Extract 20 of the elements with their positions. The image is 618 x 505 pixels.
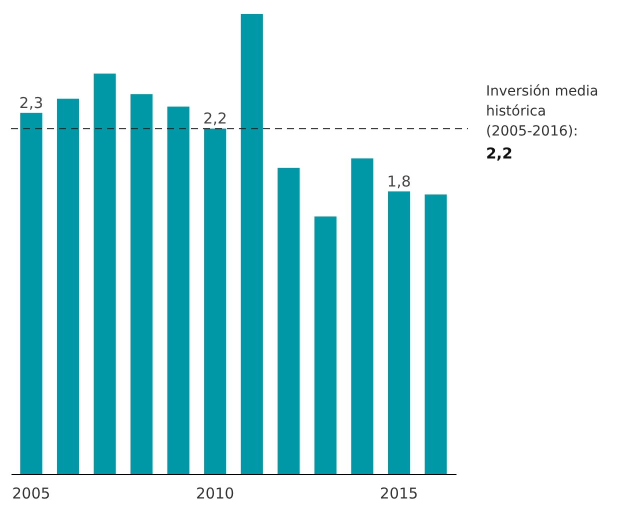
bar xyxy=(388,191,410,474)
bar xyxy=(424,194,447,474)
data-label: 2,2 xyxy=(203,110,228,128)
bar xyxy=(130,94,153,474)
ref-line-label: Inversión media histórica (2005-2016): xyxy=(486,84,598,140)
bar xyxy=(94,74,116,474)
data-label: 1,8 xyxy=(387,172,411,190)
bar xyxy=(20,112,42,474)
bar xyxy=(56,98,80,474)
bar xyxy=(204,128,226,474)
x-tick-label: 2015 xyxy=(380,484,418,502)
bar xyxy=(278,168,300,474)
bar xyxy=(240,14,263,474)
x-tick-label: 2005 xyxy=(12,484,50,502)
bar xyxy=(314,216,336,474)
bar xyxy=(167,106,190,474)
data-label: 2,3 xyxy=(19,94,44,112)
text: 2,2 xyxy=(486,144,513,163)
bar xyxy=(351,158,374,474)
x-tick-label: 2010 xyxy=(196,484,234,502)
